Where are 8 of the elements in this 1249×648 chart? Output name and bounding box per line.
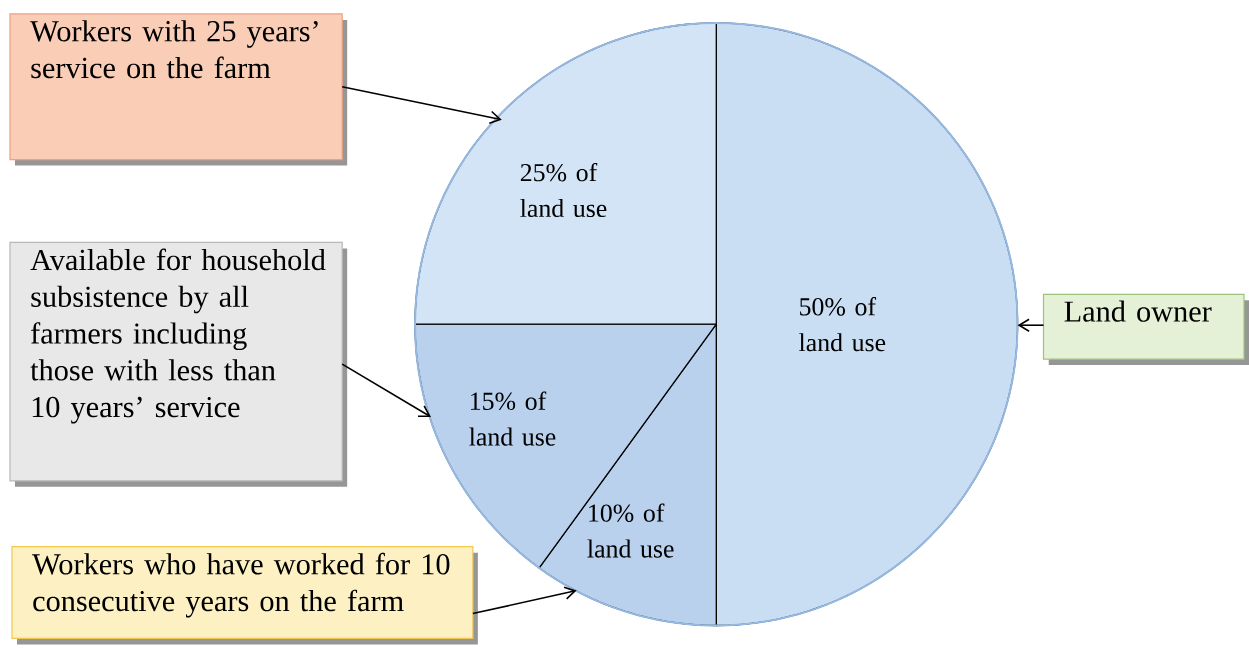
slice-label: Workers who have worked for 10 consecutive years on the farm	[32, 552, 450, 618]
legend-label: Land owner	[1064, 300, 1212, 322]
data-label: 10% of land use	[587, 503, 674, 558]
data-label: 15% of land use	[469, 391, 556, 446]
slice-label: Workers with 25 years’ service on the farm	[30, 19, 318, 79]
data-label: 25% of land use	[520, 162, 607, 217]
slice-label: Available for household subsistence by all farmers including those with less than 10 years’ service	[30, 248, 326, 424]
data-label: 50% of land use	[799, 296, 886, 352]
